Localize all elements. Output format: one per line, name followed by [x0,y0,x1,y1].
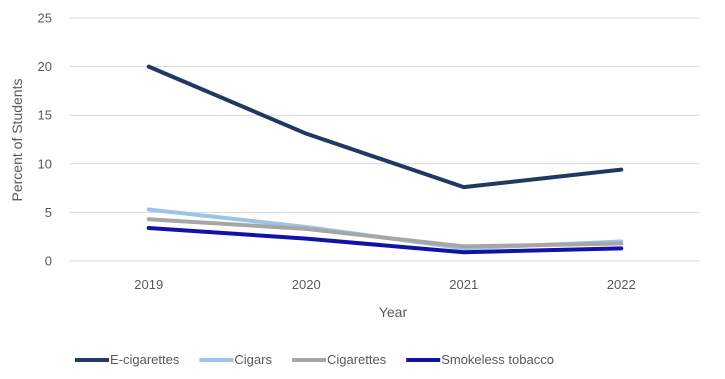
x-tick-label: 2020 [292,277,321,292]
legend: E-cigarettes Cigars Cigarettes Smokeless to… [75,352,554,367]
series-line-smokeless-tobacco [146,225,624,255]
legend-label-e-cigarettes: E-cigarettes [110,352,180,367]
x-tick-label: 2021 [449,277,478,292]
y-tick-label: 5 [45,205,52,220]
y-tick-label: 25 [38,11,52,26]
x-tick-label: 2019 [134,277,163,292]
y-tick-label: 10 [38,156,52,171]
series-line-cigarettes [146,217,624,249]
x-tick-label: 2022 [607,277,636,292]
gridlines [70,17,700,262]
series-line-e-cigarettes [146,64,624,190]
legend-label-cigars: Cigars [234,352,272,367]
y-axis-title: Percent of Students [9,79,25,202]
y-axis-ticks: 0 5 10 15 20 25 [38,11,52,269]
legend-label-smokeless-tobacco: Smokeless tobacco [441,352,554,367]
y-tick-label: 15 [38,108,52,123]
series-lines [146,64,624,255]
y-tick-label: 20 [38,59,52,74]
y-tick-label: 0 [45,254,52,269]
x-axis-ticks: 2019 2020 2021 2022 [134,277,635,292]
legend-label-cigarettes: Cigarettes [327,352,387,367]
x-axis-title: Year [379,304,408,320]
series-line-cigars [146,207,624,251]
